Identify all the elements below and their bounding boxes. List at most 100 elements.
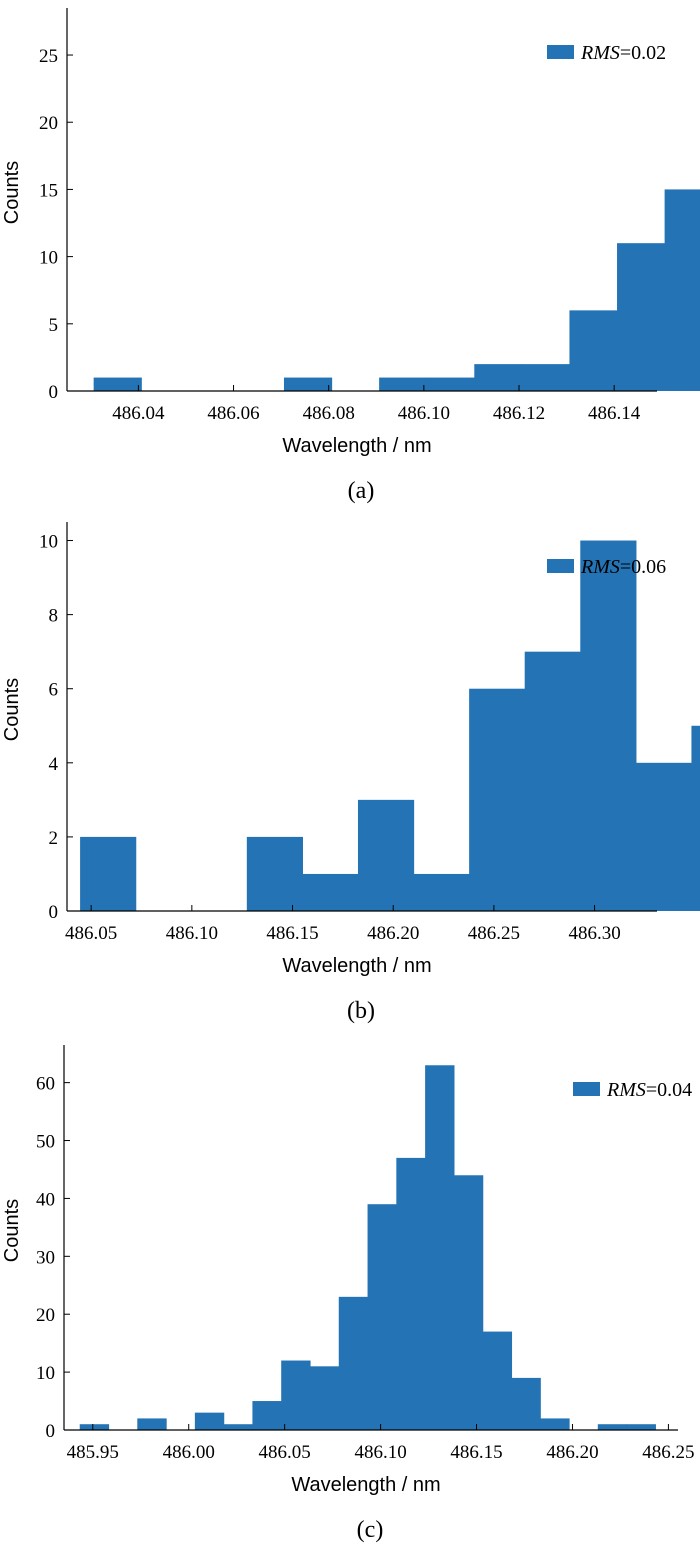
legend-swatch bbox=[547, 559, 574, 573]
y-tick-label: 0 bbox=[49, 382, 59, 403]
histogram-bar bbox=[223, 1424, 254, 1430]
legend-value: =0.06 bbox=[620, 556, 666, 578]
histogram-bar bbox=[482, 1331, 513, 1430]
histogram-bars bbox=[79, 1065, 656, 1430]
histogram-bar bbox=[425, 1065, 455, 1430]
legend-value: =0.02 bbox=[620, 42, 666, 64]
legend: RMS=0.04 bbox=[573, 1079, 692, 1101]
histogram-bar bbox=[569, 310, 618, 391]
histogram-bar bbox=[309, 1366, 340, 1430]
x-tick-label: 486.30 bbox=[568, 923, 620, 944]
y-tick-label: 40 bbox=[36, 1189, 55, 1210]
x-tick-label: 485.95 bbox=[67, 1442, 119, 1463]
y-tick-label: 6 bbox=[49, 680, 59, 701]
y-tick-label: 20 bbox=[39, 113, 58, 134]
histogram-bar bbox=[252, 1401, 282, 1430]
histogram-bar bbox=[302, 873, 359, 911]
histogram-bar bbox=[474, 364, 523, 391]
legend: RMS=0.02 bbox=[547, 42, 666, 64]
histogram-bar bbox=[281, 1360, 311, 1430]
legend-label: RMS=0.06 bbox=[580, 556, 666, 578]
y-tick-label: 10 bbox=[39, 532, 58, 553]
histogram-bar bbox=[79, 1424, 110, 1430]
y-tick-label: 30 bbox=[36, 1247, 55, 1268]
x-tick-label: 486.06 bbox=[207, 403, 259, 424]
y-tick-label: 10 bbox=[36, 1363, 55, 1384]
legend-label: RMS=0.04 bbox=[606, 1079, 692, 1101]
x-tick-label: 486.12 bbox=[493, 403, 545, 424]
histogram-bar bbox=[80, 836, 137, 911]
legend-variable: RMS bbox=[580, 556, 620, 578]
panel-label: (c) bbox=[357, 1517, 384, 1543]
x-tick-label: 486.08 bbox=[303, 403, 355, 424]
histogram-bar bbox=[367, 1204, 397, 1430]
x-axis-title: Wavelength / nm bbox=[282, 435, 431, 457]
legend-value: =0.04 bbox=[646, 1079, 692, 1101]
x-tick-label: 486.25 bbox=[642, 1442, 694, 1463]
histogram-bar bbox=[511, 1377, 541, 1430]
y-axis-title: Counts bbox=[1, 1199, 23, 1262]
histogram-bar bbox=[580, 540, 637, 911]
histogram-bar bbox=[137, 1418, 167, 1430]
x-tick-label: 486.20 bbox=[546, 1442, 598, 1463]
histogram-bar bbox=[93, 377, 142, 391]
histogram-bar bbox=[246, 836, 303, 911]
y-tick-label: 0 bbox=[49, 902, 59, 923]
histogram-bar bbox=[691, 725, 700, 911]
y-tick-label: 0 bbox=[46, 1421, 56, 1442]
histogram-bar bbox=[357, 799, 415, 911]
y-tick-label: 8 bbox=[49, 606, 59, 627]
legend-variable: RMS bbox=[606, 1079, 646, 1101]
x-tick-label: 486.05 bbox=[259, 1442, 311, 1463]
y-tick-label: 5 bbox=[49, 315, 59, 336]
histogram-bar bbox=[524, 651, 581, 911]
legend: RMS=0.06 bbox=[547, 556, 666, 578]
x-tick-label: 486.05 bbox=[65, 923, 117, 944]
y-tick-label: 20 bbox=[36, 1305, 55, 1326]
histogram-bar bbox=[453, 1175, 484, 1430]
y-axis-title: Counts bbox=[1, 161, 23, 224]
histogram-bar bbox=[597, 1424, 628, 1430]
y-axis-title: Counts bbox=[1, 678, 23, 741]
y-tick-label: 25 bbox=[39, 46, 58, 67]
y-tick-label: 4 bbox=[49, 754, 59, 775]
histogram-bars bbox=[93, 189, 700, 391]
histogram-bar bbox=[413, 873, 470, 911]
x-axis-title: Wavelength / nm bbox=[282, 955, 431, 977]
panel-b: 486.05 486.10 486.15 486.20 486.25 486.30 0 2 4 6… bbox=[1, 522, 700, 1024]
legend-swatch bbox=[573, 1082, 600, 1096]
histogram-bar bbox=[283, 377, 333, 391]
x-axis-title: Wavelength / nm bbox=[291, 1474, 440, 1496]
histogram-bar bbox=[617, 243, 666, 391]
x-tick-label: 486.10 bbox=[354, 1442, 406, 1463]
histogram-bar bbox=[426, 377, 475, 391]
y-tick-label: 15 bbox=[39, 180, 58, 201]
histogram-bar bbox=[635, 762, 693, 911]
histogram-bar bbox=[540, 1418, 570, 1430]
panel-label: (a) bbox=[348, 478, 375, 504]
histogram-bars bbox=[80, 540, 700, 911]
x-tick-label: 486.10 bbox=[398, 403, 450, 424]
x-tick-label: 486.20 bbox=[367, 923, 419, 944]
y-tick-label: 60 bbox=[36, 1074, 55, 1095]
histogram-bar bbox=[396, 1157, 426, 1430]
x-tick-label: 486.15 bbox=[266, 923, 318, 944]
histogram-bar bbox=[521, 364, 571, 391]
histogram-bar bbox=[626, 1424, 656, 1430]
y-tick-label: 10 bbox=[39, 248, 58, 269]
histogram-bar bbox=[379, 377, 428, 391]
panel-c: 485.95 486.00 486.05 486.10 486.15 486.20 486.… bbox=[1, 1045, 695, 1543]
legend-swatch bbox=[547, 45, 574, 59]
histogram-bar bbox=[469, 688, 526, 911]
x-tick-label: 486.04 bbox=[112, 403, 165, 424]
y-tick-label: 50 bbox=[36, 1132, 55, 1153]
x-tick-label: 486.14 bbox=[588, 403, 641, 424]
panel-a: 486.04 486.06 486.08 486.10 486.12 486.14 0 5 10… bbox=[1, 8, 700, 504]
x-tick-label: 486.25 bbox=[468, 923, 520, 944]
x-tick-label: 486.10 bbox=[166, 923, 218, 944]
y-tick-label: 2 bbox=[49, 828, 59, 849]
x-tick-label: 486.00 bbox=[163, 1442, 215, 1463]
histogram-bar bbox=[338, 1296, 369, 1430]
histogram-bar bbox=[194, 1412, 225, 1430]
